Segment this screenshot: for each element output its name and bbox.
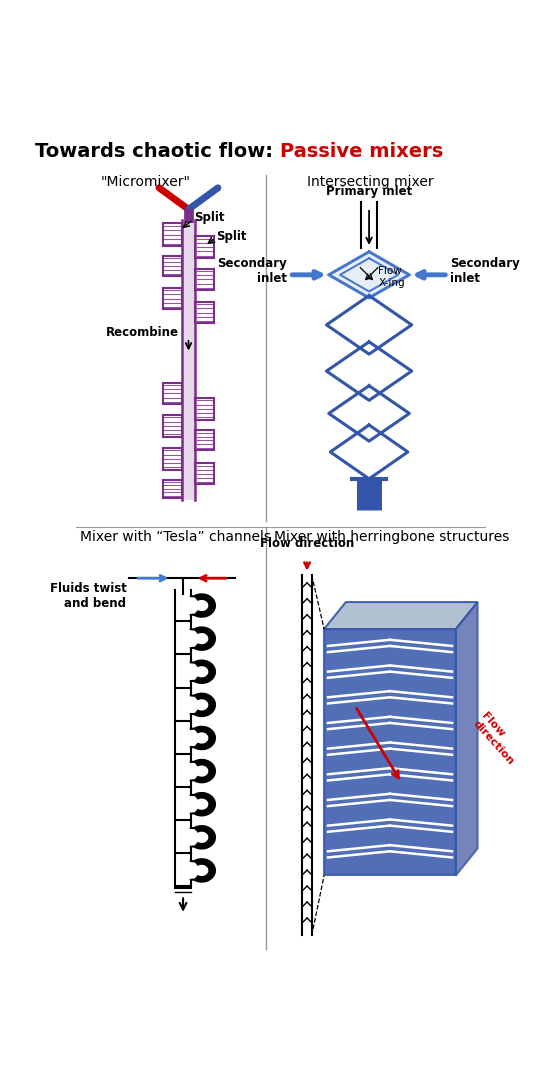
Text: Recombine: Recombine	[106, 326, 179, 340]
Text: Secondary
inlet: Secondary inlet	[217, 257, 287, 285]
Text: Passive mixers: Passive mixers	[280, 142, 443, 162]
Polygon shape	[194, 628, 215, 650]
Polygon shape	[194, 727, 215, 750]
Polygon shape	[194, 594, 215, 617]
Text: "Micromixer": "Micromixer"	[101, 175, 191, 188]
Text: Fluids twist
and bend: Fluids twist and bend	[50, 582, 126, 610]
Polygon shape	[324, 602, 478, 629]
Polygon shape	[456, 602, 478, 875]
Polygon shape	[194, 759, 215, 782]
Polygon shape	[194, 793, 215, 815]
Polygon shape	[329, 252, 409, 298]
Text: Split: Split	[217, 230, 247, 243]
Polygon shape	[194, 694, 215, 716]
Bar	[182, 221, 195, 500]
Text: Mixer with herringbone structures: Mixer with herringbone structures	[274, 530, 509, 544]
Text: Flow
direction: Flow direction	[470, 711, 524, 767]
Text: Intersecting mixer: Intersecting mixer	[307, 175, 434, 188]
Text: Flow
X-ing: Flow X-ing	[379, 267, 405, 288]
Polygon shape	[194, 661, 215, 683]
Text: Towards chaotic flow:: Towards chaotic flow:	[35, 142, 280, 162]
Text: Secondary
inlet: Secondary inlet	[450, 257, 520, 285]
Text: Primary inlet: Primary inlet	[326, 185, 412, 198]
Text: Mixer with “Tesla” channels: Mixer with “Tesla” channels	[80, 530, 271, 544]
Polygon shape	[194, 826, 215, 848]
Text: Flow direction: Flow direction	[260, 538, 354, 550]
Text: Split: Split	[194, 211, 224, 224]
Polygon shape	[324, 629, 456, 875]
Polygon shape	[194, 859, 215, 881]
